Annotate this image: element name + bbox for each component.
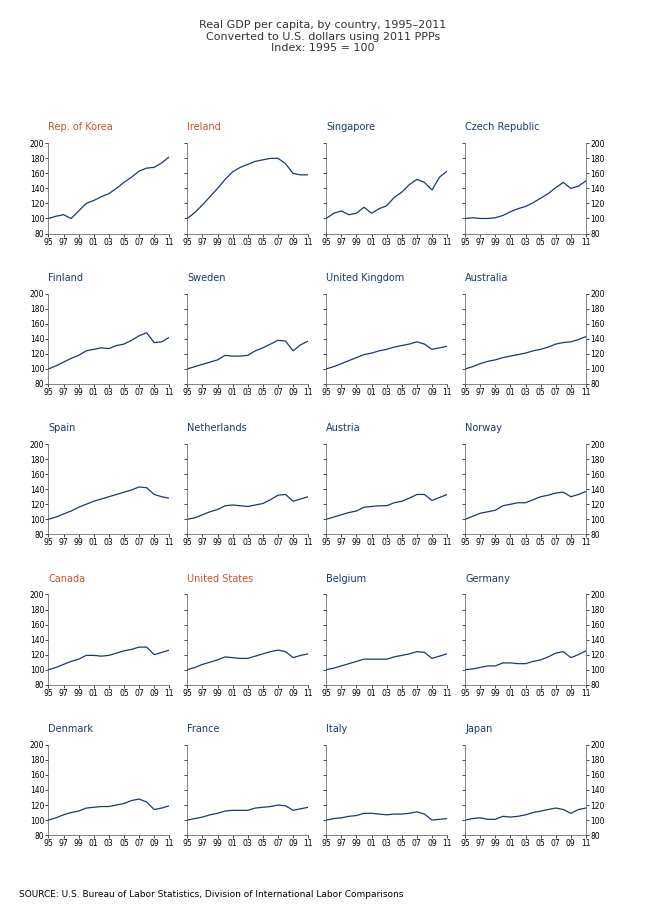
Text: Japan: Japan xyxy=(465,724,492,734)
Text: Belgium: Belgium xyxy=(326,573,366,583)
Text: Finland: Finland xyxy=(48,273,83,283)
Text: SOURCE: U.S. Bureau of Labor Statistics, Division of International Labor Compari: SOURCE: U.S. Bureau of Labor Statistics,… xyxy=(19,890,404,899)
Text: Netherlands: Netherlands xyxy=(187,423,247,433)
Text: Real GDP per capita, by country, 1995–2011
Converted to U.S. dollars using 2011 : Real GDP per capita, by country, 1995–20… xyxy=(200,20,446,53)
Text: Rep. of Korea: Rep. of Korea xyxy=(48,122,113,132)
Text: Austria: Austria xyxy=(326,423,361,433)
Text: Australia: Australia xyxy=(465,273,508,283)
Text: Denmark: Denmark xyxy=(48,724,94,734)
Text: Ireland: Ireland xyxy=(187,122,221,132)
Text: Spain: Spain xyxy=(48,423,76,433)
Text: Singapore: Singapore xyxy=(326,122,375,132)
Text: United States: United States xyxy=(187,573,254,583)
Text: Canada: Canada xyxy=(48,573,85,583)
Text: Germany: Germany xyxy=(465,573,510,583)
Text: Czech Republic: Czech Republic xyxy=(465,122,540,132)
Text: United Kingdom: United Kingdom xyxy=(326,273,404,283)
Text: Sweden: Sweden xyxy=(187,273,226,283)
Text: Norway: Norway xyxy=(465,423,502,433)
Text: France: France xyxy=(187,724,220,734)
Text: Italy: Italy xyxy=(326,724,348,734)
